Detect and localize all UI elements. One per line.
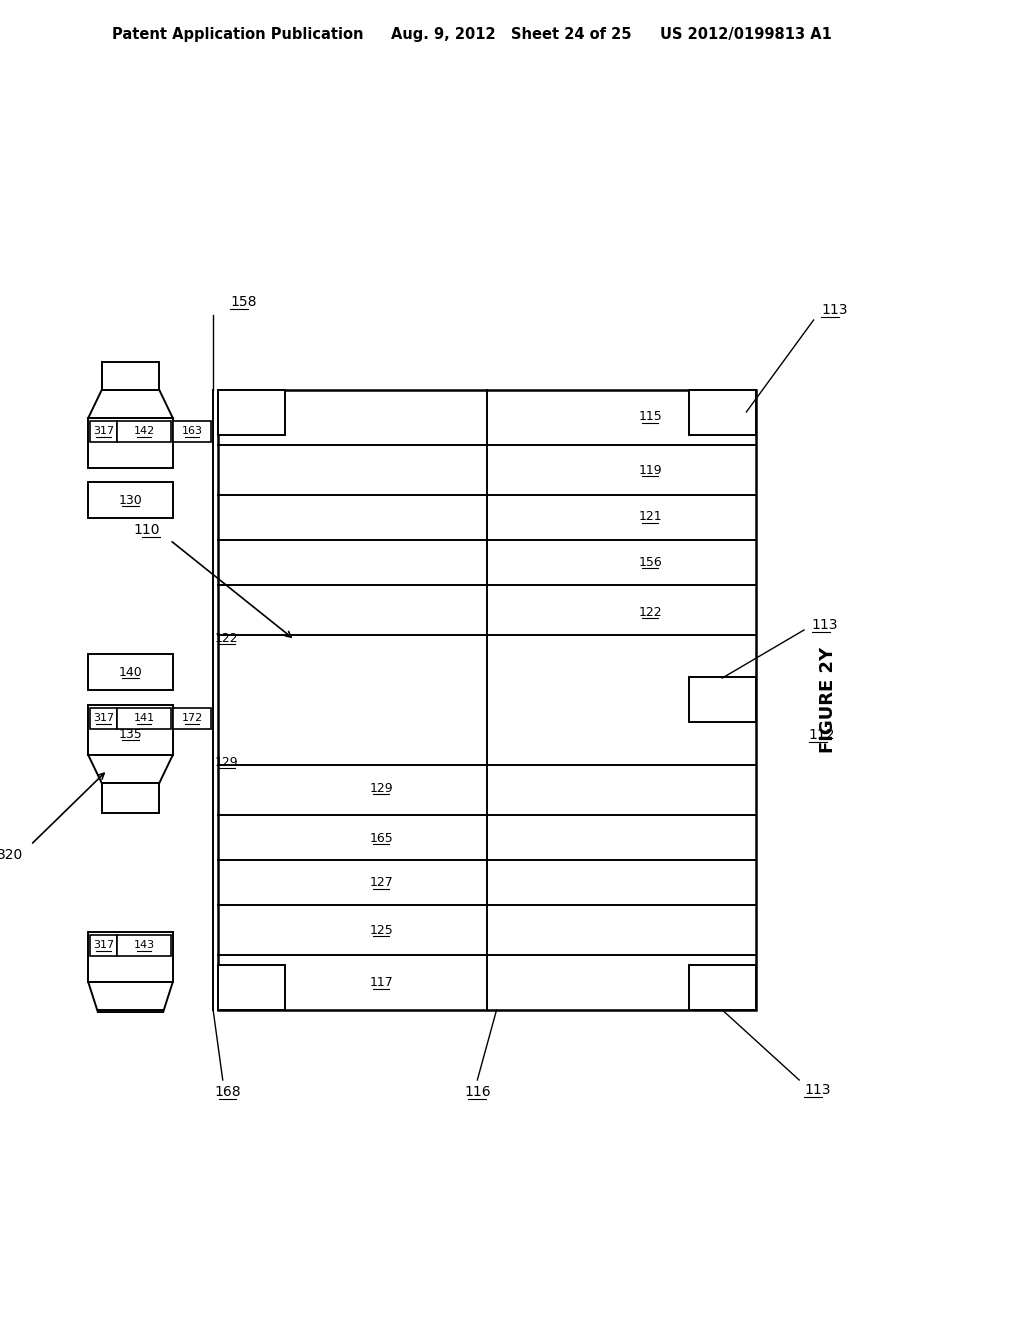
Text: 156: 156: [638, 556, 663, 569]
Text: FIGURE 2Y: FIGURE 2Y: [819, 647, 837, 754]
Bar: [88, 715, 173, 752]
Text: 172: 172: [181, 713, 203, 723]
Polygon shape: [88, 755, 173, 783]
Bar: [218, 965, 286, 1010]
Bar: [101, 362, 160, 389]
Bar: [689, 389, 756, 436]
Text: 129: 129: [370, 781, 393, 795]
Bar: [117, 421, 171, 442]
Text: 122: 122: [215, 631, 239, 644]
Bar: [90, 421, 117, 442]
Bar: [689, 677, 756, 722]
Polygon shape: [88, 389, 173, 418]
Text: 113: 113: [821, 304, 848, 317]
Bar: [88, 418, 173, 469]
Text: 130: 130: [119, 494, 142, 507]
Text: 115: 115: [638, 411, 663, 424]
Text: 121: 121: [638, 511, 663, 524]
Bar: [88, 482, 173, 517]
Bar: [218, 389, 756, 1010]
Polygon shape: [88, 982, 173, 1012]
Text: 112: 112: [809, 729, 836, 742]
Bar: [90, 708, 117, 729]
Bar: [101, 783, 160, 813]
Text: Patent Application Publication: Patent Application Publication: [113, 28, 364, 42]
Text: Aug. 9, 2012   Sheet 24 of 25: Aug. 9, 2012 Sheet 24 of 25: [391, 28, 632, 42]
Text: 135: 135: [119, 727, 142, 741]
Text: 119: 119: [638, 463, 663, 477]
Text: 127: 127: [370, 876, 393, 890]
Bar: [218, 389, 286, 436]
Text: 158: 158: [230, 294, 257, 309]
Text: 140: 140: [119, 665, 142, 678]
Text: US 2012/0199813 A1: US 2012/0199813 A1: [659, 28, 831, 42]
Text: 110: 110: [134, 523, 161, 537]
Text: 317: 317: [93, 713, 114, 723]
Bar: [88, 932, 173, 982]
Text: 116: 116: [464, 1085, 490, 1100]
Text: 142: 142: [133, 426, 155, 436]
Text: 141: 141: [133, 713, 155, 723]
Bar: [117, 708, 171, 729]
Bar: [173, 421, 211, 442]
Bar: [88, 653, 173, 690]
Text: 143: 143: [133, 940, 155, 950]
Text: 320: 320: [0, 847, 23, 862]
Bar: [90, 935, 117, 956]
Text: 168: 168: [214, 1085, 241, 1100]
Bar: [173, 708, 211, 729]
Text: 317: 317: [93, 426, 114, 436]
Text: 125: 125: [370, 924, 393, 936]
Bar: [88, 705, 173, 755]
Bar: [117, 935, 171, 956]
Text: 163: 163: [181, 426, 203, 436]
Text: 165: 165: [370, 832, 393, 845]
Bar: [98, 1010, 163, 1012]
Bar: [689, 965, 756, 1010]
Text: 113: 113: [812, 618, 839, 632]
Text: 117: 117: [370, 977, 393, 990]
Text: 122: 122: [638, 606, 663, 619]
Text: 129: 129: [215, 755, 239, 768]
Text: 317: 317: [93, 940, 114, 950]
Text: 113: 113: [804, 1082, 830, 1097]
